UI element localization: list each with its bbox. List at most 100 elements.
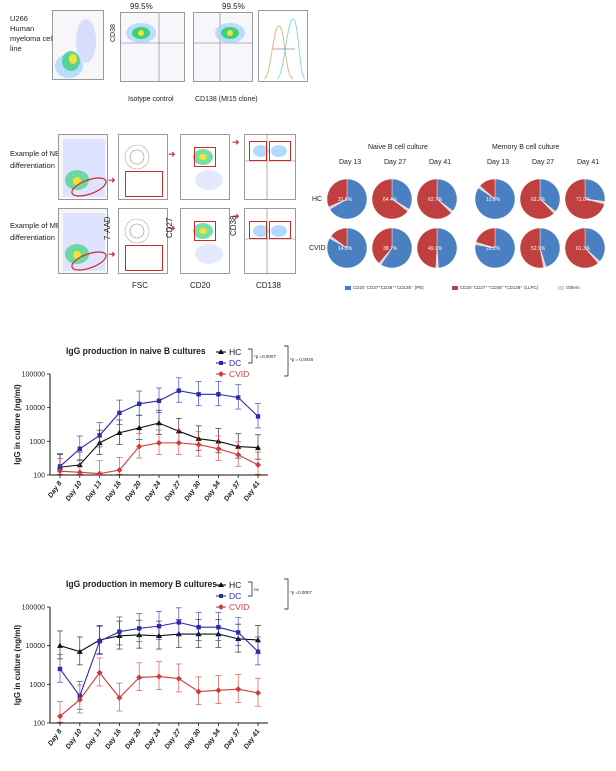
nb-arrow-2: ➜ [168,149,176,159]
legend-others: Others [558,285,580,290]
chart2-xtick-label-8: Day 34 [203,728,222,751]
nb-differentiation-label: Example of NB differentiation [10,148,60,172]
mb-arrow-3: ➜ [232,211,240,221]
chart1-cvid-point-8 [215,445,222,452]
naive-pie-title: Naive B cell culture [368,144,428,151]
chart1-ytick-label-1: 1000 [29,439,45,446]
chart1-dc-point-2 [97,433,102,438]
nb-cd138-gate-right [269,141,291,161]
chart2-ylabel: IgG in culture (ng/ml) [13,624,22,705]
axis-cd138: CD138 [256,281,281,290]
nb-cd27-svg [193,149,223,190]
cell-line-line-1: U266 [10,14,28,23]
mb-cd138-gate-left [249,221,267,239]
cell-line-line-2: Human [10,24,35,33]
pie-naive-cvid-0-label: 14.9% [338,246,353,252]
pie-memory-cvid-2-llpc [564,227,599,269]
chart1-title: IgG production in naive B cultures [66,346,206,357]
pie-naive-cvid-0-pb [326,227,368,269]
mb-arrow: ➜ [108,249,116,259]
chart2-legend-label-0: HC [229,580,241,590]
chart1-legend-label-1: DC [229,358,241,368]
chart1-dc-point-7 [196,392,201,397]
nb-scatter-svg [63,139,107,197]
chart1-cvid-point-9 [235,451,242,458]
chart1-dc-point-8 [216,392,221,397]
chart2-xtick-label-3: Day 16 [104,728,123,751]
pie-naive-cvid-1-llpc [371,227,393,264]
pie-naive-cvid-2-llpc [416,227,438,269]
isotype-plot-svg [121,13,184,81]
pie-memory-hc-1-pb [539,178,561,212]
mb-live-gate [125,245,163,271]
chart2-hc-point-1 [76,648,83,654]
chart1-cvid-point-7 [195,441,202,448]
legend-pb-swatch [345,285,351,290]
chart1-cvid-point-1 [76,469,83,476]
chart2-ytick-label-1: 1000 [29,682,45,689]
naive-day-13: Day 13 [339,159,362,166]
isotype-control-label: Isotype control [128,96,174,103]
chart2-ytick-label-0: 100 [33,721,45,728]
chart1-stat-b: *p = 0.0048 [290,357,314,362]
chart-memory-igg: 100 1000 10000 100000 IgG in culture (ng/ml)… [13,578,312,751]
chart2-cvid-point-7 [195,688,202,695]
pie-naive-hc-1-pb [391,178,413,210]
mb-cd27-svg [193,223,223,264]
flow-plot-isotype [120,12,185,82]
chart1-legend-marker-1 [219,361,223,365]
nb-cd138-svg [245,135,295,199]
pie-memory-hc-1-label: 62.2% [531,197,546,203]
nb-flow-scatter [58,134,108,200]
chart1-bracket-b [284,345,289,377]
chart2-cvid-point-1 [76,696,83,703]
mb-cd138-svg [245,209,295,273]
chart2-ytick-label-2: 10000 [26,643,46,650]
chart2-legend-label-2: CVID [229,602,249,612]
mb-cd138-gate-right [269,221,291,239]
chart2-legend-marker-2 [218,604,224,610]
chart1-xtick-label-7: Day 30 [184,480,203,503]
mb-differentiation-label: Example of MB differentiation [10,220,61,244]
chart2-legend-marker-1 [219,594,223,598]
legend-others-swatch [558,285,564,290]
pct-left: 99.5% [130,2,153,11]
chart2-xtick-label-2: Day 13 [85,728,104,751]
chart2-cvid-point-4 [136,674,143,681]
chart1-xtick-label-4: Day 20 [124,480,143,503]
pie-naive-cvid-2-label: 49.1% [428,246,443,252]
legend-others-text: Others [566,285,580,290]
chart1-ytick-label-0: 100 [33,473,45,480]
chart1-bracket-a [248,348,253,364]
mb-scatter-svg [63,213,107,271]
chart1-xtick-label-2: Day 13 [85,480,104,503]
nb-flow-fsc [118,134,168,200]
chart1-dc-point-6 [176,388,181,393]
chart2-dc-point-8 [216,625,221,630]
chart1-legend-marker-2 [218,371,224,377]
chart2-cvid-point-5 [156,673,162,680]
pie-naive-cvid-1-label: 38.7% [383,246,398,252]
chart1-cvid-point-0 [57,468,63,475]
pie-naive-hc-2-pb [436,178,458,212]
mb-flow-cd138 [244,208,296,274]
axis-cd20: CD20 [190,281,211,290]
naive-day-27: Day 27 [384,159,407,166]
chart1-legend-label-0: HC [229,347,241,357]
pct-right: 99.5% [222,2,245,11]
pie-memory-hc-2-llpc [564,178,605,220]
chart2-cvid-point-0 [57,713,63,720]
mb-cd27-gate [194,221,216,241]
chart1-ylabel: IgG in culture (ng/ml) [13,384,22,465]
pie-memory-hc-2-label: 71.0% [576,197,591,203]
chart2-cvid-point-6 [175,675,182,682]
pie-row-cvid: CVID [309,245,326,252]
pie-naive-hc-1-llpc [371,178,409,220]
chart2-legend-label-1: DC [229,591,241,601]
chart1-cvid-point-2 [96,470,103,477]
cell-line-label: U266 Human myeloma cell line [10,14,54,54]
chart1-legend-label-2: CVID [229,369,249,379]
chart2-cvid-point-2 [96,669,103,676]
pie-memory-cvid-1-llpc [519,227,544,269]
flow-plot-cd138 [193,12,253,82]
